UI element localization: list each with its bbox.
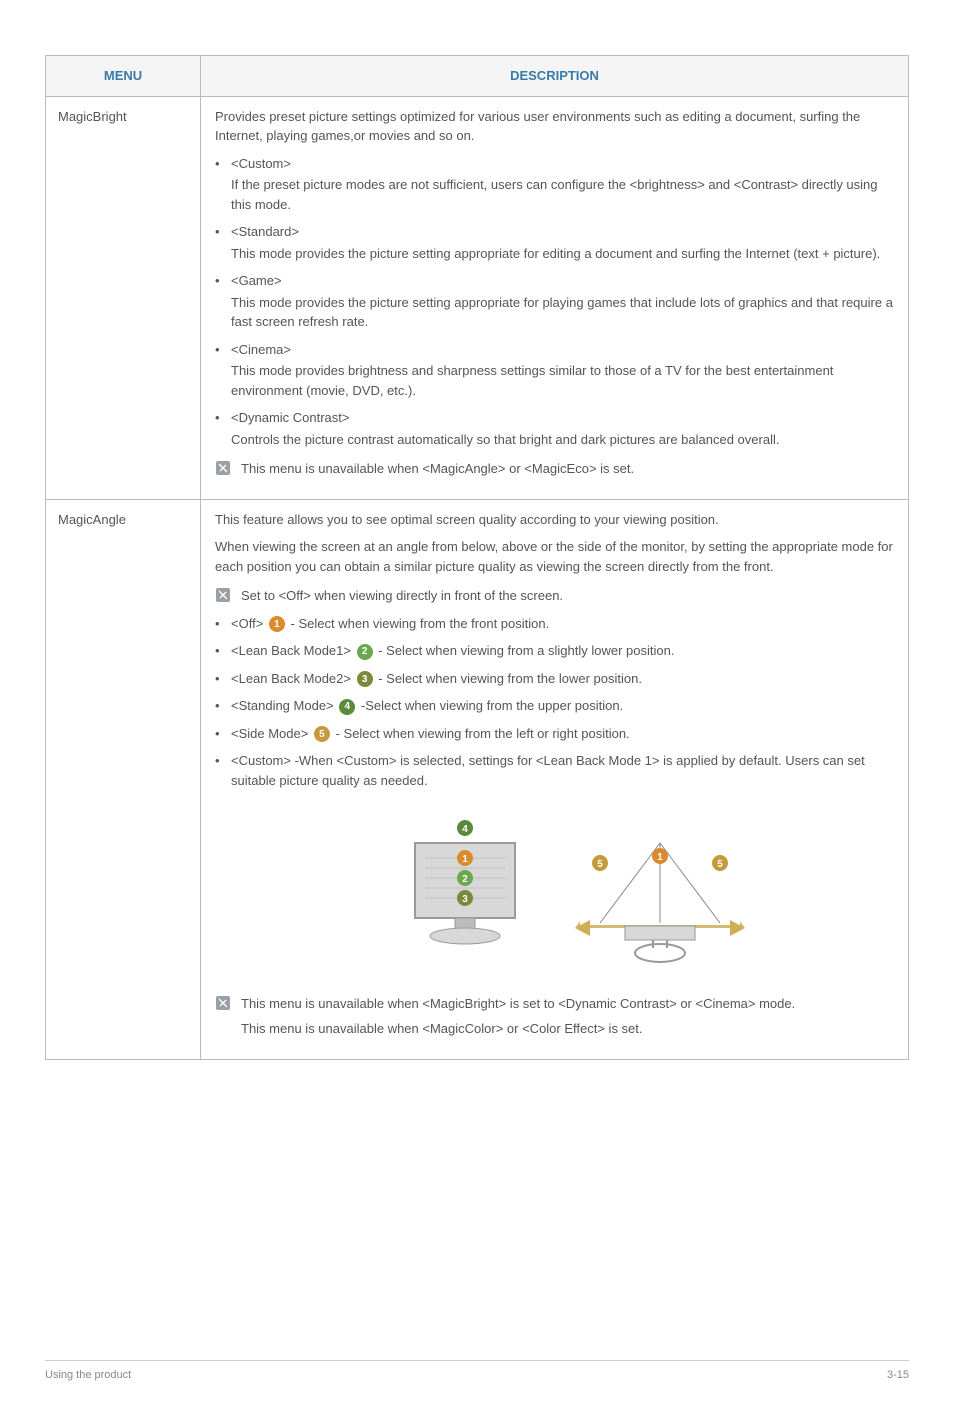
magicangle-note-off-text: Set to <Off> when viewing directly in fr… <box>241 586 563 606</box>
mode-leanback1: <Lean Back Mode1> 2 - Select when viewin… <box>215 641 894 661</box>
mode-number-1: 1 <box>269 616 285 632</box>
desc-magicbright: Provides preset picture settings optimiz… <box>201 96 909 499</box>
mb-item-title: <Standard> <box>231 222 894 242</box>
mb-item-title: <Dynamic Contrast> <box>231 408 894 428</box>
mb-item-text: This mode provides the picture setting a… <box>231 244 894 264</box>
svg-text:5: 5 <box>597 859 603 870</box>
settings-table: MENU DESCRIPTION MagicBright Provides pr… <box>45 55 909 1060</box>
mb-item-title: <Custom> <box>231 154 894 174</box>
footer-right: 3-15 <box>887 1367 909 1384</box>
menu-label-magicbright: MagicBright <box>46 96 201 499</box>
mode-off: <Off> 1 - Select when viewing from the f… <box>215 614 894 634</box>
row-magicbright: MagicBright Provides preset picture sett… <box>46 96 909 499</box>
desc-magicangle: This feature allows you to see optimal s… <box>201 499 909 1059</box>
note-icon <box>215 995 231 1011</box>
mb-item-dynamic: <Dynamic Contrast> Controls the picture … <box>215 408 894 449</box>
mode-post: - Select when viewing from a slightly lo… <box>378 643 674 658</box>
magicangle-note-end: This menu is unavailable when <MagicBrig… <box>215 994 894 1039</box>
mb-item-title: <Game> <box>231 271 894 291</box>
mb-item-text: This mode provides the picture setting a… <box>231 293 894 332</box>
magicbright-intro: Provides preset picture settings optimiz… <box>215 107 894 146</box>
mb-item-standard: <Standard> This mode provides the pictur… <box>215 222 894 263</box>
mode-side: <Side Mode> 5 - Select when viewing from… <box>215 724 894 744</box>
mode-number-5: 5 <box>314 726 330 742</box>
mode-pre: <Lean Back Mode2> <box>231 671 355 686</box>
magicbright-list: <Custom> If the preset picture modes are… <box>215 154 894 450</box>
magicangle-note-end2: This menu is unavailable when <MagicColo… <box>241 1019 795 1039</box>
mb-item-text: This mode provides brightness and sharpn… <box>231 361 894 400</box>
note-icon <box>215 587 231 603</box>
mb-item-text: If the preset picture modes are not suff… <box>231 175 894 214</box>
mode-leanback2: <Lean Back Mode2> 3 - Select when viewin… <box>215 669 894 689</box>
magicangle-modes-list: <Off> 1 - Select when viewing from the f… <box>215 614 894 791</box>
mb-item-cinema: <Cinema> This mode provides brightness a… <box>215 340 894 401</box>
mode-pre: <Standing Mode> <box>231 698 337 713</box>
row-magicangle: MagicAngle This feature allows you to se… <box>46 499 909 1059</box>
mode-post: - Select when viewing from the front pos… <box>291 616 550 631</box>
mode-custom: <Custom> -When <Custom> is selected, set… <box>215 751 894 790</box>
col-header-menu: MENU <box>46 56 201 97</box>
svg-text:4: 4 <box>462 824 468 835</box>
magicangle-intro2: When viewing the screen at an angle from… <box>215 537 894 576</box>
page-footer: Using the product 3-15 <box>45 1360 909 1384</box>
mode-post: - Select when viewing from the lower pos… <box>378 671 642 686</box>
mode-pre: <Off> <box>231 616 267 631</box>
menu-label-magicangle: MagicAngle <box>46 499 201 1059</box>
mode-standing: <Standing Mode> 4 -Select when viewing f… <box>215 696 894 716</box>
magicangle-note-off: Set to <Off> when viewing directly in fr… <box>215 586 894 606</box>
svg-text:3: 3 <box>462 894 468 905</box>
svg-text:1: 1 <box>462 854 468 865</box>
magicbright-note-text: This menu is unavailable when <MagicAngl… <box>241 459 634 479</box>
mode-post: -Select when viewing from the upper posi… <box>361 698 623 713</box>
mode-number-3: 3 <box>357 671 373 687</box>
mb-item-game: <Game> This mode provides the picture se… <box>215 271 894 332</box>
viewing-angle-diagram: 4 1 2 3 <box>215 808 894 984</box>
mode-pre: <Side Mode> <box>231 726 312 741</box>
mode-number-2: 2 <box>357 644 373 660</box>
magicangle-note-end-body: This menu is unavailable when <MagicBrig… <box>241 994 795 1039</box>
mode-pre: <Lean Back Mode1> <box>231 643 355 658</box>
footer-left: Using the product <box>45 1367 131 1384</box>
svg-text:1: 1 <box>657 852 663 863</box>
col-header-description: DESCRIPTION <box>201 56 909 97</box>
magicangle-intro1: This feature allows you to see optimal s… <box>215 510 894 530</box>
svg-text:5: 5 <box>717 859 723 870</box>
mode-custom-text: <Custom> -When <Custom> is selected, set… <box>231 753 865 788</box>
magicbright-note: This menu is unavailable when <MagicAngl… <box>215 459 894 479</box>
mb-item-text: Controls the picture contrast automatica… <box>231 430 894 450</box>
note-icon <box>215 460 231 476</box>
mb-item-title: <Cinema> <box>231 340 894 360</box>
mode-number-4: 4 <box>339 699 355 715</box>
magicangle-note-end1: This menu is unavailable when <MagicBrig… <box>241 994 795 1014</box>
mode-post: - Select when viewing from the left or r… <box>336 726 630 741</box>
mb-item-custom: <Custom> If the preset picture modes are… <box>215 154 894 215</box>
svg-text:2: 2 <box>462 874 468 885</box>
